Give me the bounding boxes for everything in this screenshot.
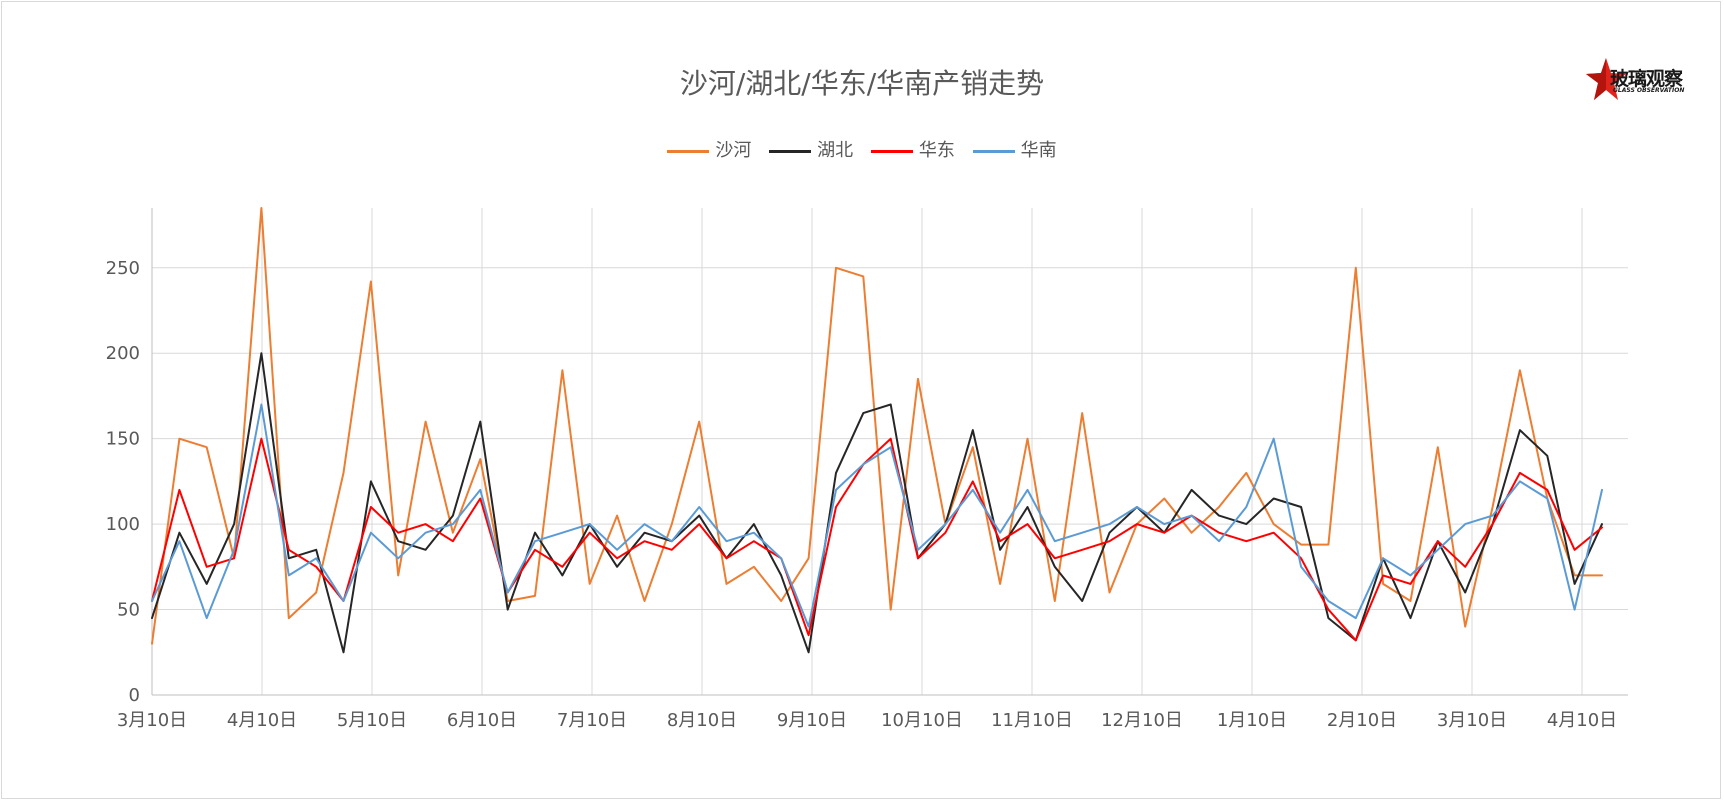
glass-observation-logo: 玻璃观察 GLASS OBSERVATION — [1586, 56, 1698, 102]
legend-label-hubei: 湖北 — [817, 140, 854, 161]
legend-label-huanan: 华南 — [1020, 140, 1057, 161]
x-tick-label: 12月10日 — [1101, 710, 1183, 731]
series-line-2 — [151, 352, 1603, 654]
x-tick-label: 1月10日 — [1217, 710, 1287, 731]
x-tick-label: 4月10日 — [227, 710, 297, 731]
legend-item-hubei: 湖北 — [769, 136, 853, 162]
legend-item-huanan: 华南 — [972, 136, 1057, 162]
star-logo-icon — [1586, 58, 1626, 100]
series-line-3 — [151, 437, 1603, 642]
y-tick-label: 100 — [106, 514, 140, 535]
y-tick-label: 250 — [106, 258, 140, 279]
legend-swatch-shahe — [667, 149, 710, 153]
legend-swatch-huadong — [870, 149, 913, 153]
x-tick-label: 5月10日 — [337, 710, 407, 731]
logo-text: 玻璃观察 — [1610, 68, 1683, 90]
series-line-1 — [151, 207, 1603, 645]
y-tick-label: 0 — [129, 685, 140, 706]
x-tick-label: 11月10日 — [991, 710, 1073, 731]
x-tick-label: 8月10日 — [667, 710, 737, 731]
legend-swatch-huanan — [972, 149, 1015, 153]
x-tick-label: 2月10日 — [1327, 710, 1397, 731]
logo-subtext: GLASS OBSERVATION — [1613, 87, 1685, 94]
legend-item-shahe: 沙河 — [667, 136, 751, 162]
x-tick-label: 9月10日 — [777, 710, 847, 731]
x-tick-label: 6月10日 — [447, 710, 517, 731]
chart-title: 沙河/湖北/华东/华南产销走势 — [679, 67, 1045, 100]
y-tick-label: 150 — [106, 429, 140, 450]
x-tick-label: 10月10日 — [881, 710, 963, 731]
legend-swatch-hubei — [769, 149, 812, 153]
y-tick-label: 200 — [106, 343, 140, 364]
legend-label-huadong: 华东 — [918, 140, 955, 161]
series-line-4 — [151, 403, 1603, 628]
x-tick-label: 3月10日 — [1437, 710, 1507, 731]
x-tick-label: 7月10日 — [557, 710, 627, 731]
chart-legend: 沙河 湖北 华东 华南 — [0, 136, 1724, 162]
legend-item-huadong: 华东 — [870, 136, 955, 162]
legend-label-shahe: 沙河 — [715, 140, 752, 161]
x-tick-label: 4月10日 — [1547, 710, 1617, 731]
x-tick-label: 3月10日 — [117, 710, 187, 731]
y-tick-label: 50 — [117, 600, 140, 621]
